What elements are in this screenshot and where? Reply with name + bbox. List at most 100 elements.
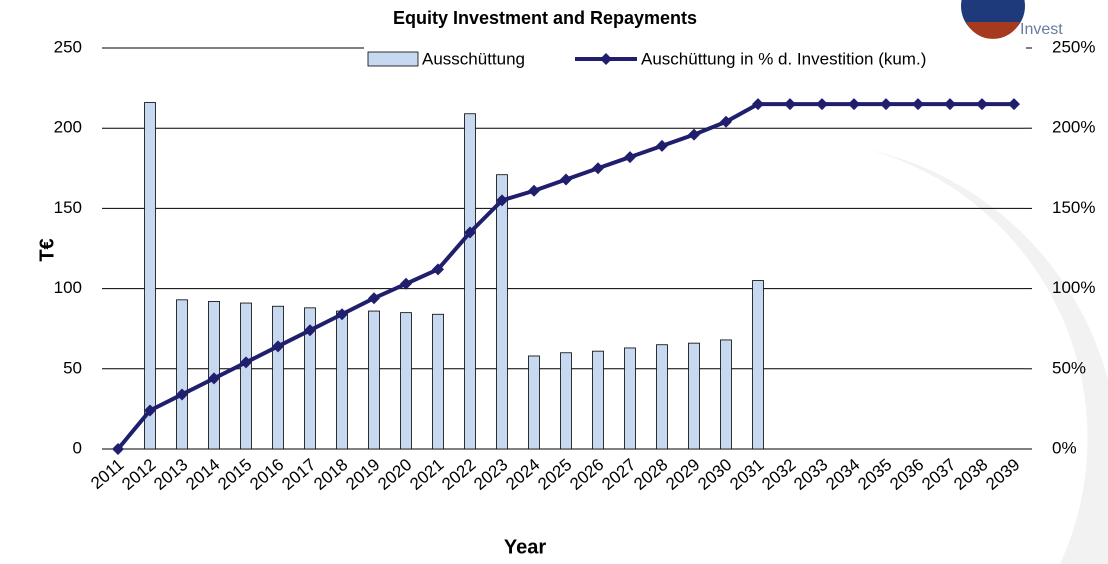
bar bbox=[592, 350, 604, 450]
marker bbox=[752, 98, 764, 111]
bar bbox=[272, 305, 284, 450]
y2-tick-label: 0% bbox=[1052, 438, 1077, 457]
marker bbox=[848, 98, 860, 111]
bar bbox=[688, 342, 700, 450]
bar bbox=[336, 310, 348, 450]
x-tick-label: 2035 bbox=[854, 455, 895, 494]
legend-label: Auschüttung in % d. Investition (kum.) bbox=[641, 49, 926, 68]
bar bbox=[368, 310, 380, 450]
marker bbox=[336, 308, 348, 321]
logo-text: Invest bbox=[1020, 21, 1063, 38]
marker bbox=[624, 151, 636, 164]
x-tick-label: 2039 bbox=[982, 455, 1023, 494]
marker bbox=[464, 226, 476, 239]
x-tick-label: 2020 bbox=[374, 455, 415, 494]
x-tick-label: 2021 bbox=[406, 455, 447, 494]
x-tick-label: 2017 bbox=[278, 455, 319, 494]
x-tick-label: 2038 bbox=[950, 455, 991, 494]
bar bbox=[656, 344, 668, 450]
legend-marker bbox=[600, 53, 612, 65]
y-tick-label: 200 bbox=[54, 118, 82, 137]
marker bbox=[144, 404, 156, 417]
bar bbox=[752, 280, 764, 450]
x-tick-label: 2014 bbox=[182, 455, 223, 494]
marker bbox=[240, 356, 252, 369]
x-tick-label: 2036 bbox=[886, 455, 927, 494]
marker bbox=[496, 194, 508, 207]
marker bbox=[976, 98, 988, 111]
bar bbox=[240, 302, 252, 450]
x-tick-label: 2022 bbox=[438, 455, 479, 494]
y-tick-label: 250 bbox=[54, 37, 82, 56]
y2-tick-label: 150% bbox=[1052, 198, 1095, 217]
marker bbox=[1008, 98, 1020, 111]
y-tick-label: 50 bbox=[63, 358, 82, 377]
y-axis-label: T€ bbox=[36, 238, 58, 261]
x-tick-label: 2032 bbox=[758, 455, 799, 494]
x-tick-label: 2016 bbox=[246, 455, 287, 494]
y-tick-label: 0 bbox=[73, 438, 82, 457]
legend-label: Ausschüttung bbox=[422, 49, 525, 68]
bar bbox=[400, 312, 412, 450]
bar bbox=[560, 352, 572, 450]
y2-tick-label: 50% bbox=[1052, 358, 1086, 377]
chart-title: Equity Investment and Repayments bbox=[393, 8, 697, 28]
bar bbox=[624, 347, 636, 450]
x-tick-label: 2031 bbox=[726, 455, 767, 494]
marker bbox=[784, 98, 796, 111]
marker bbox=[368, 292, 380, 305]
x-tick-label: 2019 bbox=[342, 455, 383, 494]
y2-tick-label: 250% bbox=[1052, 37, 1095, 56]
bar bbox=[528, 355, 540, 450]
marker bbox=[656, 139, 668, 152]
marker bbox=[816, 98, 828, 111]
bar bbox=[496, 174, 508, 450]
y2-tick-label: 100% bbox=[1052, 278, 1095, 297]
x-tick-label: 2037 bbox=[918, 455, 959, 494]
x-tick-label: 2026 bbox=[566, 455, 607, 494]
x-tick-label: 2015 bbox=[214, 455, 255, 494]
x-tick-label: 2023 bbox=[470, 455, 511, 494]
legend-background bbox=[364, 46, 1026, 72]
x-axis-label: Year bbox=[504, 536, 546, 558]
marker bbox=[400, 277, 412, 290]
marker bbox=[272, 340, 284, 353]
marker bbox=[528, 184, 540, 197]
marker bbox=[720, 115, 732, 128]
bar bbox=[432, 313, 444, 450]
legend-swatch bbox=[367, 51, 419, 67]
x-tick-label: 2034 bbox=[822, 455, 863, 494]
bar bbox=[176, 299, 188, 450]
x-tick-label: 2013 bbox=[150, 455, 191, 494]
marker bbox=[592, 162, 604, 175]
x-tick-label: 2029 bbox=[662, 455, 703, 494]
marker bbox=[688, 128, 700, 141]
y-tick-label: 100 bbox=[54, 278, 82, 297]
marker bbox=[944, 98, 956, 111]
y-tick-label: 150 bbox=[54, 198, 82, 217]
x-tick-label: 2027 bbox=[598, 455, 639, 494]
marker bbox=[112, 443, 124, 455]
bar bbox=[304, 307, 316, 450]
x-tick-label: 2033 bbox=[790, 455, 831, 494]
x-tick-label: 2011 bbox=[87, 455, 127, 493]
x-tick-label: 2028 bbox=[630, 455, 671, 494]
x-tick-label: 2012 bbox=[118, 455, 159, 494]
x-tick-label: 2030 bbox=[694, 455, 735, 494]
bar bbox=[720, 339, 732, 450]
x-tick-label: 2024 bbox=[502, 455, 543, 494]
marker bbox=[304, 324, 316, 337]
marker bbox=[560, 173, 572, 186]
logo-part bbox=[966, 22, 1020, 39]
bar bbox=[464, 113, 476, 450]
watermark bbox=[870, 150, 1108, 564]
x-tick-label: 2018 bbox=[310, 455, 351, 494]
marker bbox=[208, 372, 220, 385]
marker bbox=[912, 98, 924, 111]
bar bbox=[144, 102, 156, 450]
marker bbox=[176, 388, 188, 401]
marker bbox=[432, 263, 444, 276]
x-tick-label: 2025 bbox=[534, 455, 575, 494]
y2-tick-label: 200% bbox=[1052, 118, 1095, 137]
